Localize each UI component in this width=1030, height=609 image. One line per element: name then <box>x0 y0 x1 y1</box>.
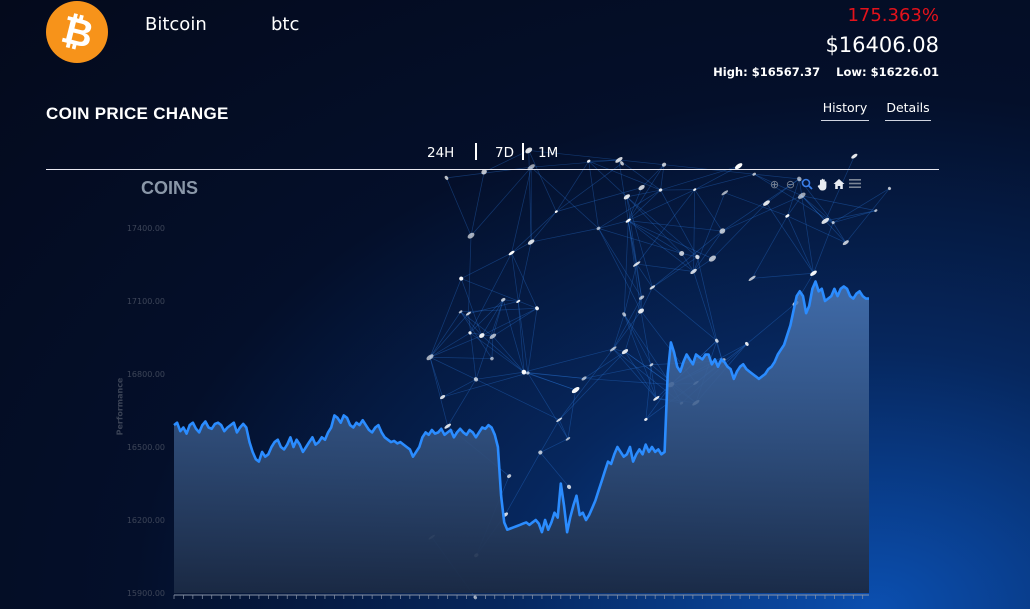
y-tick-label: 16800.00 <box>127 370 165 379</box>
range-separator <box>475 143 477 160</box>
low-value: $16226.01 <box>870 65 939 79</box>
y-tick-label: 15900.00 <box>127 589 165 598</box>
y-tick-label: 17100.00 <box>127 297 165 306</box>
high-low-summary: High: $16567.37 Low: $16226.01 <box>713 65 939 79</box>
high-label: High: <box>713 65 748 79</box>
range-7d-button[interactable]: 7D <box>495 145 514 161</box>
home-reset-icon[interactable] <box>832 178 845 192</box>
zoom-out-icon[interactable]: ⊖ <box>785 178 796 191</box>
range-24h-button[interactable]: 24H <box>427 145 455 161</box>
range-separator <box>522 143 524 160</box>
zoom-in-icon[interactable]: ⊕ <box>769 178 780 191</box>
y-axis-label: Performance <box>115 377 125 436</box>
series-line <box>173 280 869 534</box>
header-divider <box>46 169 939 170</box>
percent-change: 175.363% <box>847 5 939 26</box>
chart-toolbar: ⊕ ⊖ <box>768 178 861 194</box>
pan-hand-icon[interactable] <box>816 178 829 192</box>
zoom-selection-icon[interactable] <box>800 178 813 192</box>
y-tick-label: 17400.00 <box>127 224 165 233</box>
menu-icon[interactable] <box>848 178 861 192</box>
tab-details[interactable]: Details <box>885 100 931 121</box>
coin-name: Bitcoin <box>145 14 207 35</box>
chart-title: COINS <box>141 178 199 198</box>
series-area <box>174 281 869 593</box>
high-value: $16567.37 <box>751 65 821 79</box>
current-price: $16406.08 <box>825 33 939 57</box>
coin-symbol: btc <box>271 14 300 35</box>
section-title: COIN PRICE CHANGE <box>46 104 229 123</box>
y-tick-label: 16500.00 <box>127 443 165 452</box>
tab-history[interactable]: History <box>821 100 869 121</box>
range-1m-button[interactable]: 1M <box>538 145 559 161</box>
y-tick-label: 16200.00 <box>127 516 165 525</box>
bitcoin-logo-icon: ₿ <box>46 1 108 63</box>
low-label: Low: <box>836 65 867 79</box>
